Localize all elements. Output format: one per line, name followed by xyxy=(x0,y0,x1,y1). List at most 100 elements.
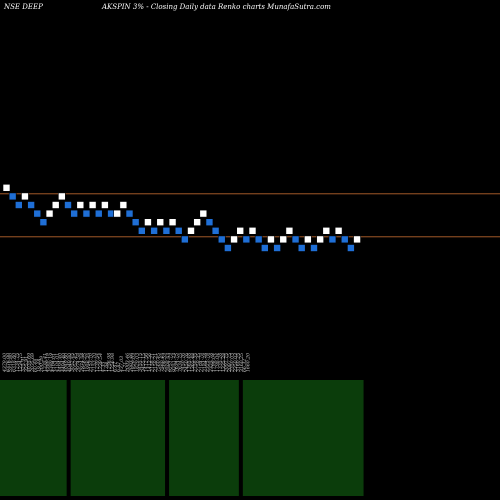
brick-value-label: 1.04 xyxy=(104,362,110,372)
brick-value-label: 4104.01 xyxy=(55,353,61,373)
brick-value-label: 2758.35 xyxy=(193,353,199,373)
down-brick xyxy=(181,235,189,244)
brick-value-label: 1234.75 xyxy=(18,353,24,372)
brick-value-label: 1239.54 xyxy=(98,353,104,372)
down-brick xyxy=(291,235,300,244)
down-brick xyxy=(273,244,281,252)
brick-value-label: 7560.45 xyxy=(159,353,165,372)
brick-value-label: 1829.03 xyxy=(131,353,137,372)
brick-value-label: 2325.78 xyxy=(208,353,214,373)
down-brick xyxy=(33,209,42,218)
brick-value-label: 1798.04 xyxy=(215,353,221,372)
down-brick xyxy=(174,227,183,235)
up-brick xyxy=(316,235,324,244)
brick-value-label: 2974.58 xyxy=(79,353,85,373)
brick-value-label: 437.03 xyxy=(119,356,125,373)
volume-panel xyxy=(239,380,364,496)
down-brick xyxy=(131,218,140,226)
brick-value-label: 2153.70 xyxy=(92,353,98,373)
down-brick xyxy=(94,209,103,218)
brick-value-label: 1239.54 xyxy=(94,353,100,372)
brick-value-label: 2153.70 xyxy=(88,353,94,373)
down-brick xyxy=(70,209,78,218)
brick-value-label: 3160.25 xyxy=(236,353,242,372)
brick-value-label: 1956.25 xyxy=(82,353,88,372)
down-brick xyxy=(162,227,171,235)
brick-value-label: 19.48 xyxy=(36,359,42,372)
brick-value-label: 1829.03 xyxy=(135,353,141,372)
brick-value-label: 1335.28 xyxy=(221,353,227,372)
brick-value-label: 2508.53 xyxy=(162,353,168,373)
up-brick xyxy=(279,235,288,244)
brick-value-label: 4494.40 xyxy=(61,353,67,373)
brick-value-label: 3052.45 xyxy=(70,353,76,372)
brick-value-label: 4.35 xyxy=(100,362,106,373)
brick-value-label: 200.29 xyxy=(39,356,45,373)
down-brick xyxy=(205,218,214,226)
up-brick xyxy=(236,227,244,235)
brick-value-label: 5318.80 xyxy=(8,353,14,372)
brick-value-label: 3455.15 xyxy=(137,353,143,372)
down-brick xyxy=(254,235,263,244)
up-brick xyxy=(230,235,238,244)
up-brick xyxy=(199,209,208,218)
brick-value-label: 2003.46 xyxy=(125,353,131,373)
brick-value-label: 4389.19 xyxy=(45,353,51,373)
brick-value-label: 1412.56 xyxy=(143,353,149,372)
up-brick xyxy=(248,227,257,235)
brick-value-label: 1234.75 xyxy=(14,353,20,372)
brick-value-label: 1.71 xyxy=(122,362,128,372)
renko-bricks xyxy=(2,184,361,252)
down-brick xyxy=(82,209,91,218)
brick-value-label: 1365.48 xyxy=(190,353,196,372)
volume-panel-separator xyxy=(66,380,71,496)
volume-panel-separator xyxy=(238,380,243,496)
brick-value-label: 6.87 xyxy=(116,362,122,372)
brick-value-label: 2184.78 xyxy=(199,353,205,373)
up-brick xyxy=(45,209,54,218)
down-brick xyxy=(224,244,232,252)
brick-value-label: 6.87 xyxy=(113,362,119,372)
down-brick xyxy=(217,235,226,244)
brick-value-label: 2508.53 xyxy=(165,353,171,373)
down-brick xyxy=(150,227,158,235)
down-brick xyxy=(8,192,17,201)
brick-value-label: 2450.76 xyxy=(184,353,190,373)
up-brick xyxy=(58,192,66,201)
brick-value-label: 325.91 xyxy=(24,356,30,372)
brick-value-label: 3160.25 xyxy=(239,353,245,372)
down-brick xyxy=(27,201,35,209)
brick-value-label: 2350.03 xyxy=(233,353,239,373)
brick-value-label: 1365.48 xyxy=(187,353,193,372)
brick-value-label: 2184.78 xyxy=(202,353,208,373)
up-brick xyxy=(21,192,29,201)
down-brick xyxy=(211,227,220,235)
brick-value-label: 4494.40 xyxy=(57,353,63,373)
down-brick xyxy=(138,227,146,235)
brick-value-label: 3052.45 xyxy=(73,353,79,372)
up-brick xyxy=(51,201,60,209)
up-brick xyxy=(88,201,97,209)
brick-value-label: 2158.21 xyxy=(150,353,156,373)
up-brick xyxy=(353,235,361,244)
brick-value-label: 1956.25 xyxy=(85,353,91,372)
volume-panel xyxy=(67,380,173,496)
brick-value-label: 4379.00 xyxy=(2,353,8,373)
up-brick xyxy=(113,209,121,218)
up-brick xyxy=(193,218,201,226)
down-brick xyxy=(39,218,48,226)
brick-value-label: 4049.80 xyxy=(67,353,73,373)
brick-value-label: 2003.46 xyxy=(129,353,135,373)
brick-value-label: 325.91 xyxy=(20,356,26,372)
up-brick xyxy=(119,201,128,209)
volume-panel-separator xyxy=(165,380,170,496)
brick-value-label: 2035.69 xyxy=(30,353,36,373)
down-brick xyxy=(242,235,251,244)
up-brick xyxy=(187,227,195,235)
up-brick xyxy=(144,218,152,226)
up-brick xyxy=(267,235,275,244)
brick-value-label: 2097.75 xyxy=(223,353,229,373)
brick-value-label: 2158.21 xyxy=(153,353,159,373)
brick-value-label: 7560.45 xyxy=(156,353,162,372)
